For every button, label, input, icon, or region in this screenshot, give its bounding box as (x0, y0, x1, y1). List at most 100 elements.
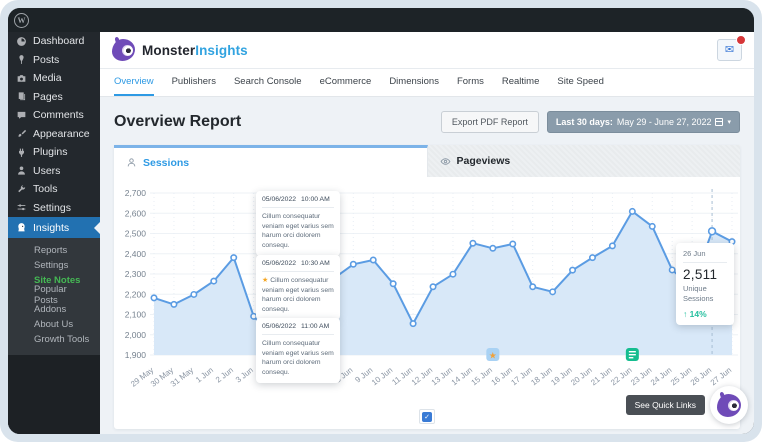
submenu-item-growth-tools[interactable]: Growth Tools (34, 333, 90, 345)
note-text: Cillum consequatur veniam eget varius se… (262, 340, 334, 376)
brush-icon (16, 128, 27, 139)
main-area: MonsterInsights ✉ Overview Publishers Sear… (100, 32, 754, 434)
user-icon (16, 165, 27, 176)
svg-text:3 Jun: 3 Jun (234, 365, 255, 384)
legend-checkbox[interactable]: ✓ (419, 409, 435, 424)
tab-sessions[interactable]: Sessions (114, 145, 428, 177)
tab-pageviews[interactable]: Pageviews (427, 145, 740, 177)
note-date: 05/06/2022 (262, 323, 297, 330)
svg-text:12 Jun: 12 Jun (410, 365, 434, 387)
tab-overview[interactable]: Overview (114, 69, 154, 96)
site-note-tooltip: 05/06/2022 11:00 AM Cillum consequatur ve… (256, 318, 340, 384)
notifications-button[interactable]: ✉ (717, 35, 746, 61)
check-icon: ✓ (422, 411, 432, 422)
hover-value: 2,511 (683, 267, 718, 282)
sidebar-item-label: Media (33, 72, 62, 85)
svg-text:10 Jun: 10 Jun (370, 365, 394, 387)
sidebar-item-users[interactable]: Users (8, 162, 100, 181)
export-pdf-button[interactable]: Export PDF Report (440, 111, 539, 133)
submenu-item-about-us[interactable]: About Us (34, 318, 74, 330)
note-date: 05/06/2022 (262, 196, 297, 203)
sidebar-item-appearance[interactable]: Appearance (8, 125, 100, 144)
svg-text:16 Jun: 16 Jun (490, 365, 514, 387)
eye-icon (440, 157, 450, 165)
sidebar-item-plugins[interactable]: Plugins (8, 143, 100, 162)
monsterinsights-fab[interactable] (710, 386, 748, 424)
note-time: 10:00 AM (301, 196, 330, 203)
sidebar-item-insights[interactable]: Insights (8, 217, 100, 238)
svg-text:19 Jun: 19 Jun (549, 365, 573, 387)
svg-text:17 Jun: 17 Jun (509, 365, 533, 387)
sidebar-item-label: Pages (33, 90, 63, 103)
tab-site-speed[interactable]: Site Speed (557, 76, 604, 87)
tab-realtime[interactable]: Realtime (501, 76, 540, 87)
tab-publishers[interactable]: Publishers (171, 76, 216, 87)
svg-text:27 Jun: 27 Jun (709, 365, 733, 387)
submenu-item-reports[interactable]: Reports (34, 244, 68, 256)
svg-text:24 Jun: 24 Jun (649, 365, 673, 387)
site-note-marker-15-jun[interactable]: ★ (486, 348, 500, 361)
note-time: 10:30 AM (301, 260, 330, 267)
tab-pageviews-label: Pageviews (456, 155, 511, 167)
svg-text:2,000: 2,000 (125, 330, 147, 340)
monsterinsights-mascot-icon (717, 393, 741, 417)
see-quick-links-button[interactable]: See Quick Links (625, 395, 705, 415)
sidebar-item-media[interactable]: Media (8, 69, 100, 88)
sidebar-item-label: Settings (33, 201, 71, 214)
inbox-icon: ✉ (724, 43, 735, 56)
tab-dimensions[interactable]: Dimensions (389, 76, 439, 87)
pages-icon (16, 91, 27, 102)
plugin-header: MonsterInsights ✉ (100, 32, 754, 69)
svg-text:2,700: 2,700 (125, 188, 147, 198)
sidebar-item-comments[interactable]: Comments (8, 106, 100, 125)
svg-text:11 Jun: 11 Jun (390, 365, 414, 387)
sidebar-item-settings[interactable]: Settings (8, 199, 100, 218)
sidebar-item-tools[interactable]: Tools (8, 180, 100, 199)
svg-text:2,200: 2,200 (125, 289, 147, 299)
site-note-tooltip: 05/06/2022 10:30 AM ★ Cillum consequatur … (256, 255, 340, 321)
submenu-item-settings[interactable]: Settings (34, 259, 69, 271)
active-menu-notch (88, 221, 100, 234)
sidebar-item-posts[interactable]: Posts (8, 51, 100, 70)
plugin-icon (16, 147, 27, 158)
wp-admin-window: W Dashboard Posts Media Pages Comments Appear… (8, 8, 754, 434)
date-range-button[interactable]: Last 30 days: May 29 - June 27, 2022 ▾ (546, 111, 740, 133)
sidebar-item-label: Posts (33, 53, 60, 66)
tab-ecommerce[interactable]: eCommerce (319, 76, 372, 87)
tab-search-console[interactable]: Search Console (233, 76, 302, 87)
page-title: Overview Report (114, 113, 242, 130)
svg-text:22 Jun: 22 Jun (609, 365, 633, 387)
sidebar-item-dashboard[interactable]: Dashboard (8, 32, 100, 51)
svg-text:1 Jun: 1 Jun (194, 365, 215, 384)
hover-change: ↑ 14% (683, 309, 707, 320)
report-content: Overview Report Export PDF Report Last 3… (100, 97, 754, 434)
svg-text:14 Jun: 14 Jun (450, 365, 474, 387)
notification-badge (736, 35, 746, 45)
note-time: 11:00 AM (301, 323, 330, 330)
tab-forms[interactable]: Forms (456, 76, 484, 87)
sidebar-spacer (8, 354, 100, 434)
wrench-icon (16, 184, 27, 195)
chart-hover-tooltip: 26 Jun 2,511 Unique Sessions ↑ 14% (676, 243, 734, 326)
submenu-item-popular-posts[interactable]: Popular Posts (34, 283, 67, 306)
note-text: Cillum consequatur veniam eget varius se… (262, 213, 334, 249)
wordpress-logo-icon[interactable]: W (14, 12, 29, 28)
sessions-chart[interactable]: 1,900 2,000 2,100 2,200 2,300 2,400 2,500 2,600… (114, 177, 740, 395)
sidebar-item-label: Comments (33, 109, 84, 122)
media-icon (16, 73, 27, 84)
site-note-marker-22-jun[interactable] (625, 348, 639, 361)
site-note-tooltip: 05/06/2022 10:00 AM Cillum consequatur ve… (256, 191, 340, 257)
monsterinsights-mascot-icon (112, 39, 135, 61)
sidebar-item-label: Users (33, 164, 61, 177)
settings-icon (16, 202, 27, 213)
calendar-icon (715, 118, 724, 126)
sidebar-item-pages[interactable]: Pages (8, 88, 100, 107)
sidebar-item-label: Tools (33, 183, 58, 196)
submenu-item-addons[interactable]: Addons (34, 304, 67, 316)
submenu-item-site-notes[interactable]: Site Notes (34, 274, 81, 286)
svg-text:21 Jun: 21 Jun (589, 365, 613, 387)
sidebar-item-label: Insights (33, 221, 70, 234)
brand-insights: Insights (195, 42, 248, 58)
svg-text:2,500: 2,500 (125, 229, 147, 239)
